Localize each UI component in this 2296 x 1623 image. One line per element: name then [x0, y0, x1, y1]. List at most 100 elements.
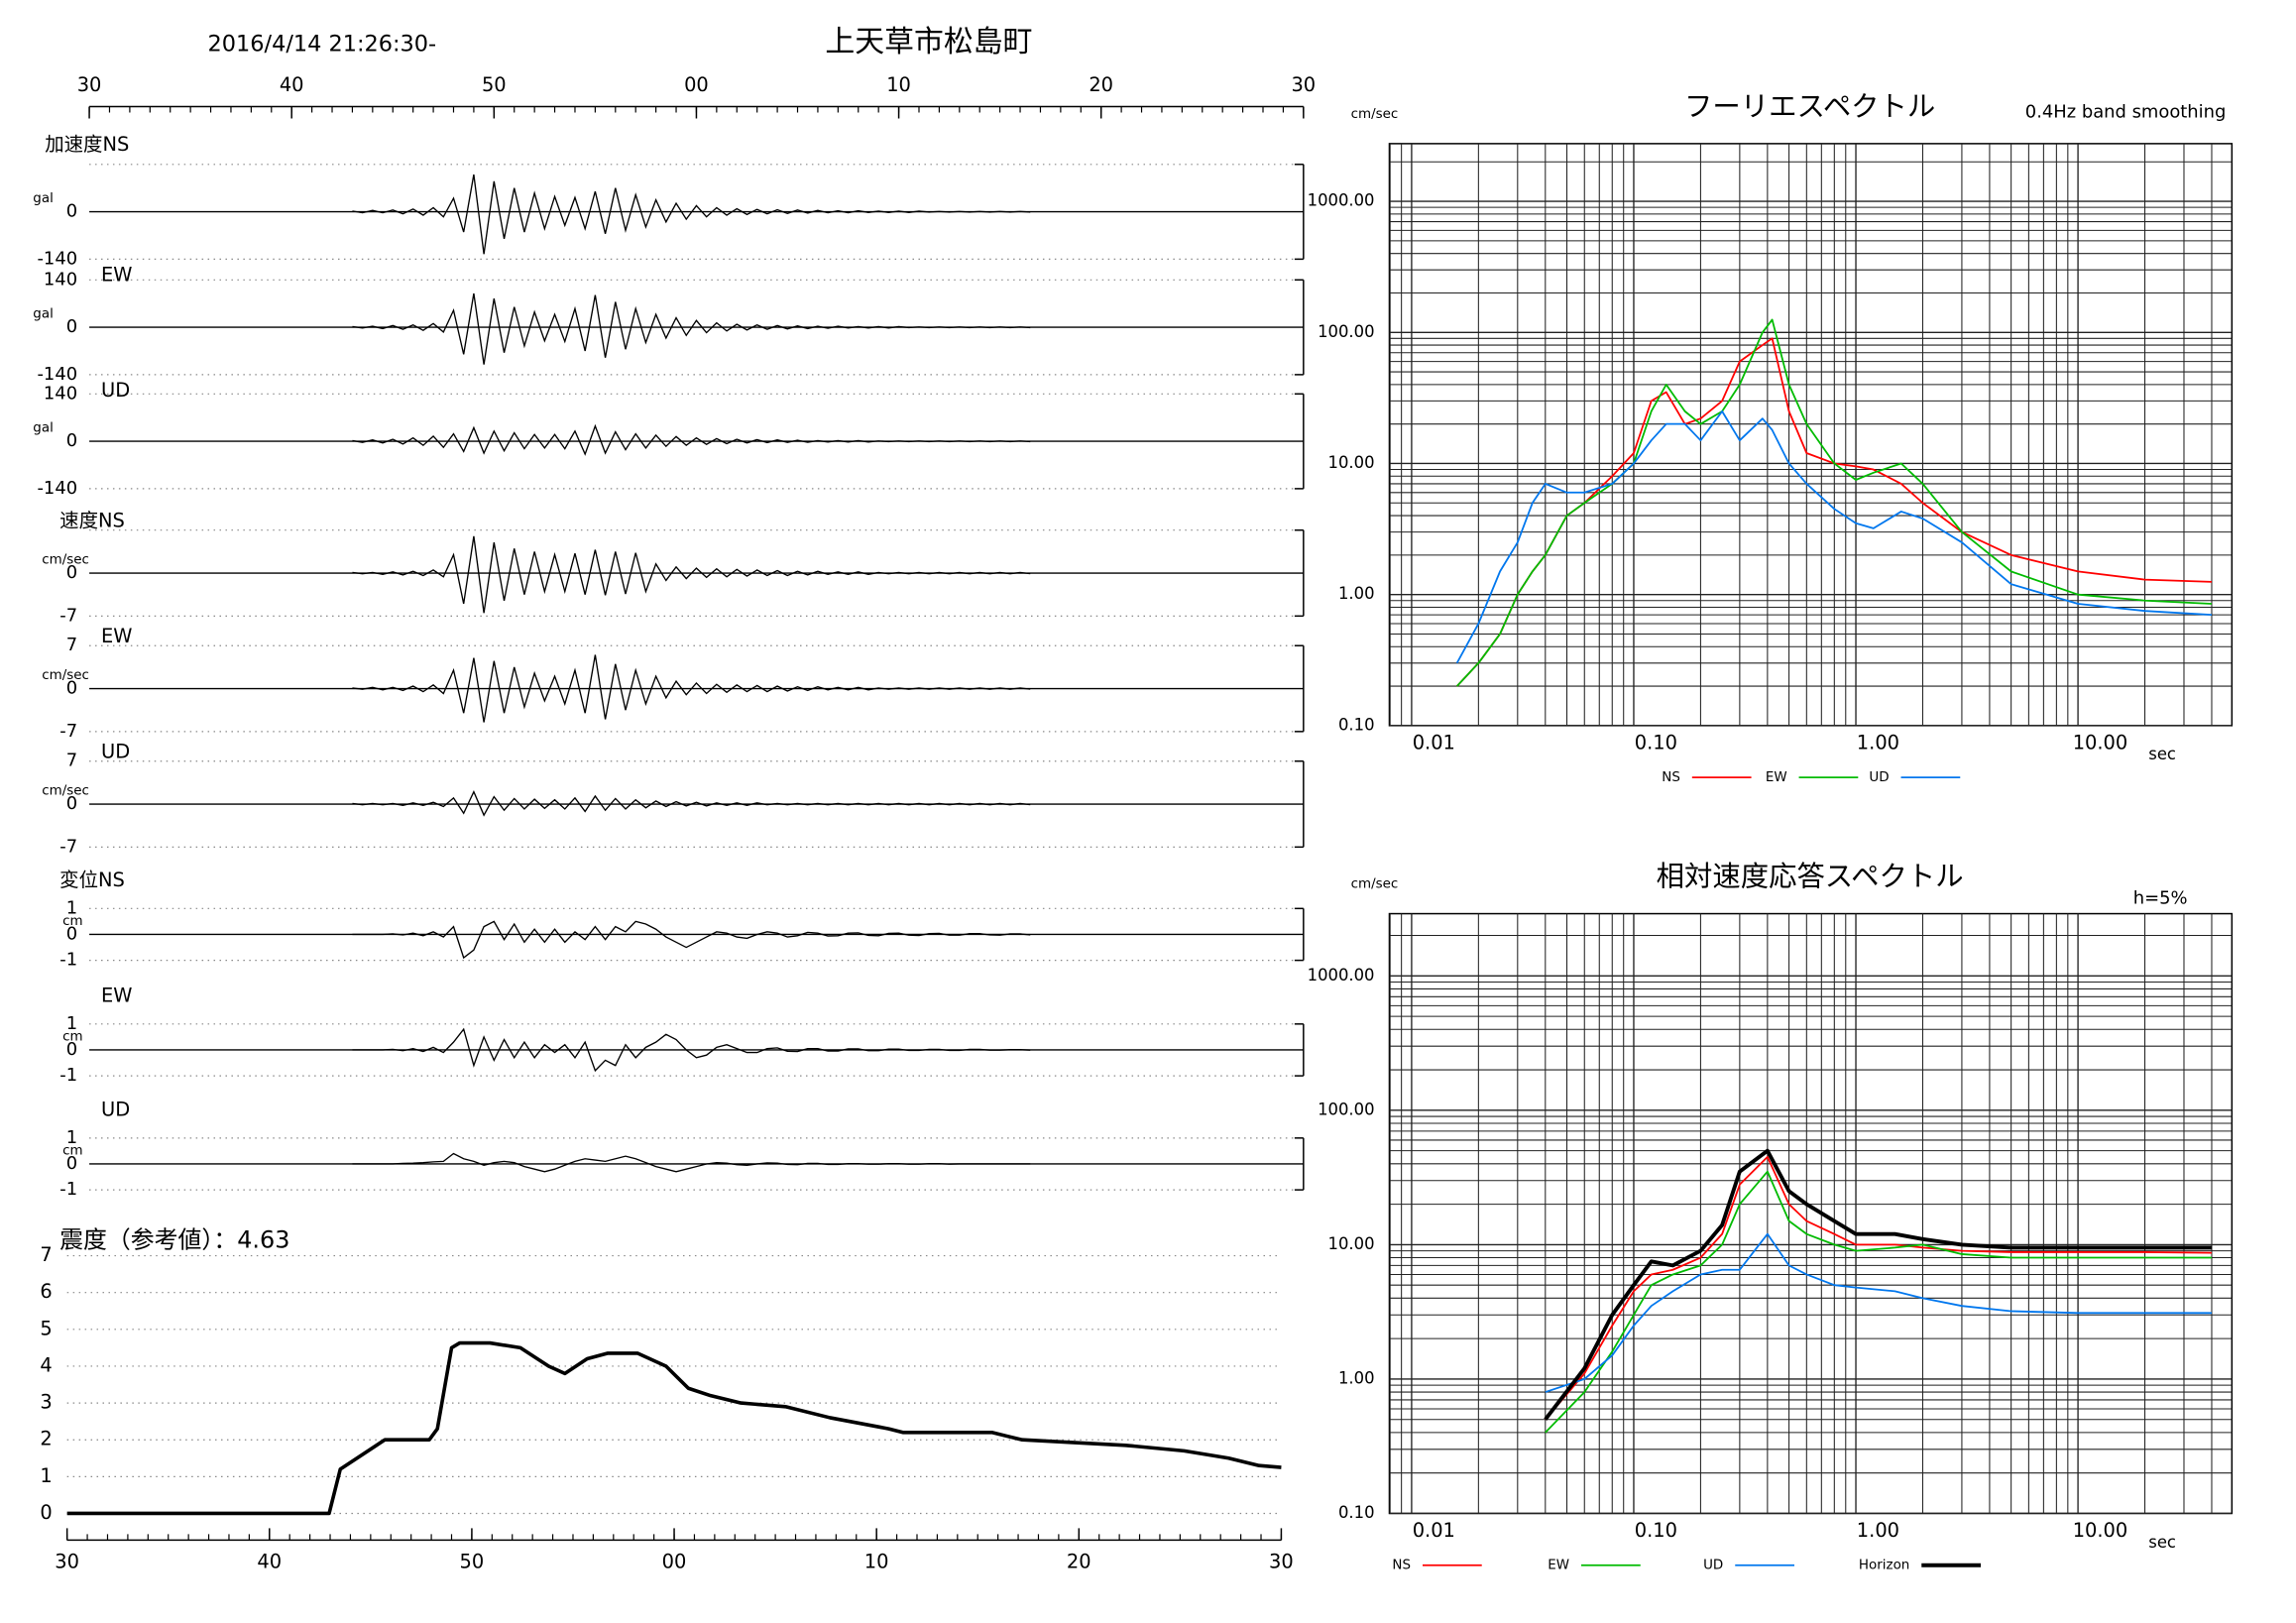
x-tick-label: 20	[1089, 73, 1113, 96]
y-tick-label: -7	[59, 605, 77, 626]
y-tick-label: 4	[40, 1353, 52, 1376]
x-tick-label: 50	[460, 1550, 485, 1572]
y-tick-label: 0	[66, 201, 77, 222]
x-tick-label: 10	[886, 73, 911, 96]
y-tick-label: 1	[40, 1464, 52, 1487]
data-line	[1545, 1232, 2212, 1393]
trace-label: EW	[101, 985, 132, 1007]
x-tick-label: 0.01	[1413, 731, 1455, 754]
chart-title: フーリエスペクトル	[1684, 90, 1935, 123]
trace-unit: cm/sec	[42, 553, 89, 568]
data-line	[1455, 409, 2213, 664]
chart-title: 相対速度応答スペクトル	[1657, 861, 1964, 893]
y-tick-label: 6	[40, 1280, 52, 1303]
trace-label: EW	[101, 263, 132, 286]
x-tick-label: 20	[1067, 1550, 1091, 1572]
y-tick-label: 0	[66, 562, 77, 583]
y-tick-label: 140	[44, 383, 77, 404]
trace-label: UD	[101, 379, 130, 402]
trace-unit: gal	[33, 307, 53, 322]
x-tick-label: 30	[1269, 1550, 1294, 1572]
y-tick-label: 1.00	[1338, 1368, 1375, 1387]
x-tick-label: 30	[55, 1550, 79, 1572]
trace-label: 加速度NS	[45, 133, 129, 156]
x-axis-label: sec	[2148, 1533, 2176, 1552]
trace-label: UD	[101, 1099, 130, 1121]
y-tick-label: 0	[66, 923, 77, 944]
legend-label: Horizon	[1859, 1559, 1909, 1573]
waveform-trace	[352, 174, 1031, 255]
y-tick-label: 0	[66, 1153, 77, 1174]
y-tick-label: -1	[59, 950, 77, 971]
y-tick-label: 10.00	[1328, 453, 1375, 472]
trace-label: 変位NS	[59, 869, 125, 891]
chart-subtitle: 0.4Hz band smoothing	[2025, 102, 2227, 123]
y-tick-label: 5	[40, 1317, 52, 1339]
y-tick-label: 0.10	[1338, 715, 1375, 734]
x-tick-label: 00	[662, 1550, 687, 1572]
y-tick-label: 0.10	[1338, 1503, 1375, 1522]
x-tick-label: 30	[1291, 73, 1316, 96]
waveform-trace	[352, 790, 1031, 817]
waveform-trace	[352, 423, 1031, 456]
y-tick-label: 7	[66, 635, 77, 655]
plot-frame	[1388, 912, 2234, 1515]
y-tick-label: 100.00	[1318, 1100, 1374, 1118]
chart-title: 震度（参考値）：4.63	[59, 1226, 289, 1254]
trace-unit: cm/sec	[42, 668, 89, 683]
y-tick-label: 0	[66, 1039, 77, 1060]
y-tick-label: 1.00	[1338, 584, 1375, 603]
y-tick-label: 7	[66, 751, 77, 771]
legend-label: EW	[1766, 770, 1787, 785]
y-tick-label: 1000.00	[1308, 191, 1375, 210]
y-tick-label: 1	[66, 1127, 77, 1148]
y-tick-label: 0	[66, 793, 77, 814]
x-tick-label: 50	[482, 73, 507, 96]
data-line	[1544, 1148, 2212, 1421]
trace-label: EW	[101, 625, 132, 647]
chart-subtitle: h=5%	[2133, 888, 2188, 909]
y-tick-label: 0	[40, 1501, 52, 1524]
x-tick-label: 1.00	[1857, 731, 1899, 754]
trace-unit: cm	[62, 914, 82, 929]
x-tick-label: 1.00	[1857, 1519, 1899, 1542]
trace-label: UD	[101, 740, 130, 762]
y-tick-label: 100.00	[1318, 322, 1374, 341]
y-tick-label: 0	[66, 430, 77, 451]
y-tick-label: -140	[37, 478, 77, 499]
y-tick-label: -140	[37, 248, 77, 269]
y-axis-label: cm/sec	[1351, 877, 1399, 892]
data-line	[1545, 1155, 2212, 1421]
waveform-trace	[352, 292, 1031, 365]
data-line	[1545, 1170, 2212, 1434]
data-line	[1455, 318, 2213, 687]
station-name: 上天草市松島町	[825, 25, 1032, 59]
x-axis-label: sec	[2148, 745, 2176, 763]
x-tick-label: 10	[864, 1550, 889, 1572]
x-tick-label: 0.10	[1635, 731, 1677, 754]
legend-label: UD	[1703, 1559, 1723, 1573]
legend-label: NS	[1662, 770, 1680, 785]
y-tick-label: 1	[66, 897, 77, 918]
y-tick-label: 140	[44, 269, 77, 290]
data-line	[66, 1340, 1282, 1516]
y-tick-label: -7	[59, 721, 77, 742]
legend-label: EW	[1548, 1559, 1569, 1573]
trace-unit: gal	[33, 421, 53, 436]
y-tick-label: 7	[40, 1243, 52, 1266]
waveform-trace	[352, 654, 1031, 723]
x-tick-label: 30	[77, 73, 102, 96]
waveform-trace	[352, 920, 1031, 960]
trace-label: 速度NS	[59, 509, 125, 531]
trace-unit: cm	[62, 1030, 82, 1045]
y-tick-label: 3	[40, 1391, 52, 1414]
y-tick-label: -1	[59, 1065, 77, 1086]
y-axis-label: cm/sec	[1351, 107, 1399, 122]
plot-frame	[1388, 143, 2234, 727]
y-tick-label: 10.00	[1328, 1234, 1375, 1253]
waveform-trace	[352, 535, 1031, 614]
x-tick-label: 00	[684, 73, 709, 96]
y-tick-label: 0	[66, 678, 77, 699]
y-tick-label: 1	[66, 1013, 77, 1034]
